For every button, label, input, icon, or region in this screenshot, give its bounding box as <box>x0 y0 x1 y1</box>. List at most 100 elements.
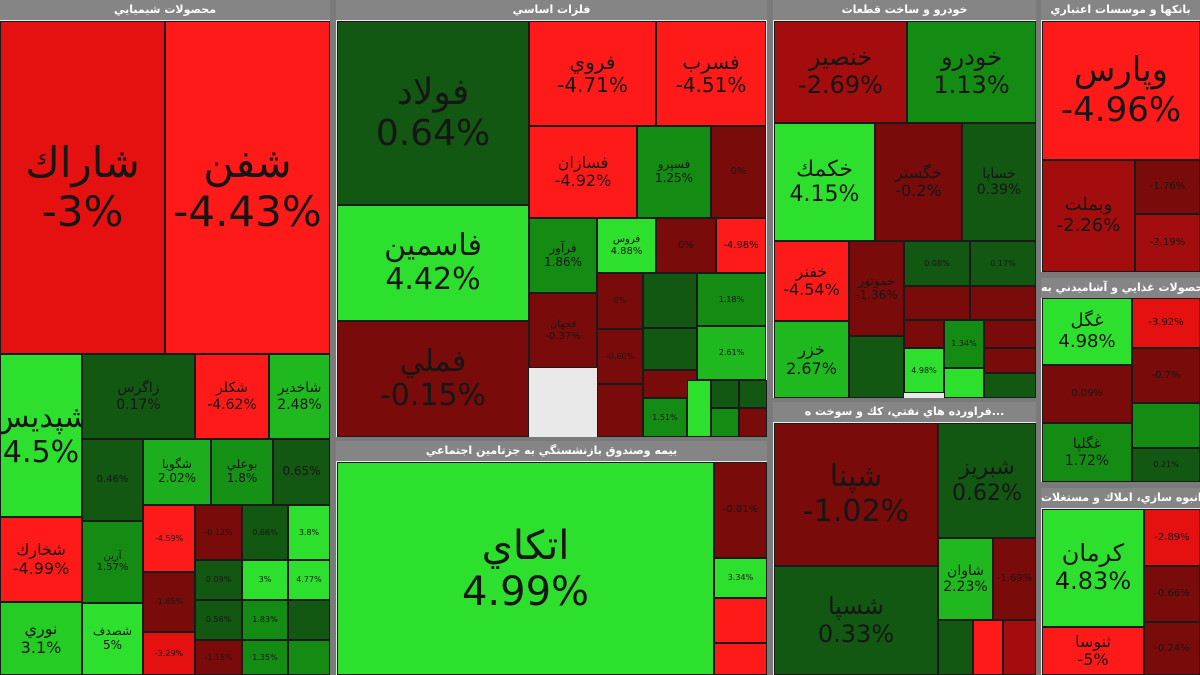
stock-tile[interactable]: 0% <box>597 273 643 329</box>
stock-tile[interactable]: -1.15% <box>195 640 242 675</box>
stock-tile-small[interactable] <box>643 273 697 328</box>
stock-tile[interactable]: ثنوسا -5% <box>1042 627 1144 675</box>
stock-tile[interactable]: 1.35% <box>242 640 288 675</box>
stock-tile[interactable]: -3.29% <box>143 632 195 675</box>
stock-tile[interactable]: 0.66% <box>242 505 288 560</box>
stock-tile[interactable]: بوعلي 1.8% <box>211 439 273 505</box>
stock-tile[interactable]: فسازان -4.92% <box>529 126 637 218</box>
stock-tile[interactable]: -1.85% <box>143 572 195 632</box>
stock-tile[interactable]: شصدف 5% <box>82 603 143 675</box>
stock-tile-small[interactable] <box>938 620 973 675</box>
stock-tile[interactable]: 1.18% <box>697 273 766 326</box>
stock-tile-small[interactable] <box>288 640 330 675</box>
stock-tile-small[interactable] <box>643 328 697 370</box>
stock-tile[interactable]: -0.24% <box>1144 622 1200 675</box>
stock-tile[interactable]: 0.56% <box>195 600 242 640</box>
stock-tile[interactable]: خزر 2.67% <box>774 321 849 398</box>
stock-tile[interactable]: شاخدير 2.48% <box>269 354 330 439</box>
stock-tile[interactable]: -1.76% <box>1135 160 1200 214</box>
stock-tile-small[interactable] <box>711 408 739 437</box>
stock-tile[interactable]: فسپرو 1.25% <box>637 126 711 218</box>
stock-tile[interactable]: فروس 4.88% <box>597 218 656 273</box>
stock-tile[interactable]: وپارس -4.96% <box>1042 21 1200 160</box>
stock-tile[interactable]: -4.98% <box>716 218 766 273</box>
stock-tile[interactable]: -0.66% <box>1144 566 1200 622</box>
stock-tile[interactable]: 0.46% <box>82 439 143 521</box>
stock-tile-small[interactable] <box>714 598 767 643</box>
stock-tile[interactable]: 0.21% <box>1132 448 1200 482</box>
stock-tile[interactable]: خكمك 4.15% <box>774 123 875 241</box>
stock-tile-small[interactable] <box>714 643 767 675</box>
stock-tile[interactable]: -4.59% <box>143 505 195 572</box>
stock-tile-small[interactable] <box>984 373 1036 398</box>
stock-tile[interactable]: شاراك -3% <box>0 21 165 354</box>
stock-tile[interactable]: -2.89% <box>1144 509 1200 566</box>
stock-tile[interactable]: شسپا 0.33% <box>774 566 938 675</box>
stock-tile-small[interactable] <box>1003 620 1036 675</box>
stock-tile[interactable]: شبريز 0.62% <box>938 423 1036 538</box>
stock-tile[interactable]: كرمان 4.83% <box>1042 509 1144 627</box>
stock-tile[interactable]: شپنا -1.02% <box>774 423 938 566</box>
stock-tile[interactable]: خگستر -0.2% <box>875 123 962 241</box>
stock-tile[interactable]: 1.83% <box>242 600 288 640</box>
stock-tile[interactable]: شاوان 2.23% <box>938 538 993 620</box>
stock-tile[interactable]: 1.51% <box>643 398 687 437</box>
stock-tile[interactable]: خفنر -4.54% <box>774 241 849 321</box>
stock-tile[interactable]: فروي -4.71% <box>529 21 656 126</box>
stock-tile[interactable]: -0.60% <box>597 329 643 384</box>
stock-tile-small[interactable] <box>739 380 767 408</box>
stock-tile[interactable]: غگل 4.98% <box>1042 298 1132 365</box>
stock-tile[interactable]: 0% <box>656 218 716 273</box>
stock-tile[interactable]: 4.98% <box>904 348 944 393</box>
stock-tile[interactable]: 0% <box>711 126 766 218</box>
stock-tile[interactable]: 0.17% <box>970 241 1036 286</box>
stock-tile[interactable]: -3.92% <box>1132 298 1200 348</box>
stock-tile[interactable]: خساپا 0.39% <box>962 123 1036 241</box>
stock-tile[interactable]: 3.8% <box>288 505 330 560</box>
stock-tile[interactable]: نوري 3.1% <box>0 602 82 675</box>
stock-tile[interactable]: -2.19% <box>1135 214 1200 272</box>
stock-tile[interactable]: شخارك -4.99% <box>0 517 82 602</box>
stock-tile[interactable]: فاسمين 4.42% <box>337 205 529 321</box>
stock-tile[interactable]: 0.65% <box>273 439 330 505</box>
stock-tile[interactable]: فرآور 1.86% <box>529 218 597 293</box>
stock-tile[interactable]: غگلپا 1.72% <box>1042 423 1132 482</box>
stock-tile[interactable]: 1.34% <box>944 320 984 368</box>
stock-tile[interactable]: شگويا 2.02% <box>143 439 211 505</box>
stock-tile-small[interactable] <box>687 380 711 437</box>
stock-tile[interactable]: 0.09% <box>1042 365 1132 423</box>
stock-tile[interactable]: شفن -4.43% <box>165 21 330 354</box>
stock-tile[interactable]: زاگرس 0.17% <box>82 354 195 439</box>
stock-tile[interactable]: شپديس4.5% <box>0 354 82 517</box>
stock-tile[interactable]: 2.61% <box>697 326 766 380</box>
stock-tile-small[interactable] <box>849 336 904 398</box>
stock-tile[interactable]: -1.69% <box>993 538 1036 620</box>
stock-tile[interactable]: فسرب -4.51% <box>656 21 766 126</box>
stock-tile-small[interactable] <box>288 600 330 640</box>
stock-tile[interactable]: -0.12% <box>195 505 242 560</box>
stock-tile[interactable]: فولاد 0.64% <box>337 21 529 205</box>
stock-tile[interactable]: وبملت -2.26% <box>1042 160 1135 272</box>
stock-tile[interactable]: -0.7% <box>1132 348 1200 403</box>
stock-tile[interactable]: 0.08% <box>904 241 970 286</box>
stock-tile-small[interactable] <box>711 380 739 408</box>
stock-tile[interactable]: فجهان -0.37% <box>529 293 597 368</box>
stock-tile[interactable]: -0.81% <box>714 462 767 558</box>
stock-tile-small[interactable] <box>944 368 984 398</box>
stock-tile-small[interactable] <box>970 286 1036 320</box>
stock-tile[interactable]: 0.09% <box>195 560 242 600</box>
stock-tile[interactable]: شكلر -4.62% <box>195 354 269 439</box>
stock-tile[interactable]: خنصير -2.69% <box>774 21 907 123</box>
stock-tile[interactable]: آرين 1.57% <box>82 521 143 603</box>
stock-tile-small[interactable] <box>739 408 767 437</box>
stock-tile-small[interactable] <box>984 320 1036 348</box>
stock-tile-small[interactable] <box>1132 403 1200 448</box>
stock-tile-small[interactable] <box>973 620 1003 675</box>
stock-tile-small[interactable] <box>904 320 944 348</box>
stock-tile[interactable]: اتكاي 4.99% <box>337 462 714 675</box>
stock-tile[interactable]: خموتور -1.36% <box>849 241 904 336</box>
stock-tile[interactable]: فملي -0.15% <box>337 321 529 437</box>
stock-tile-small[interactable] <box>597 384 643 437</box>
stock-tile-small[interactable] <box>904 286 970 320</box>
stock-tile[interactable]: 3.34% <box>714 558 767 598</box>
